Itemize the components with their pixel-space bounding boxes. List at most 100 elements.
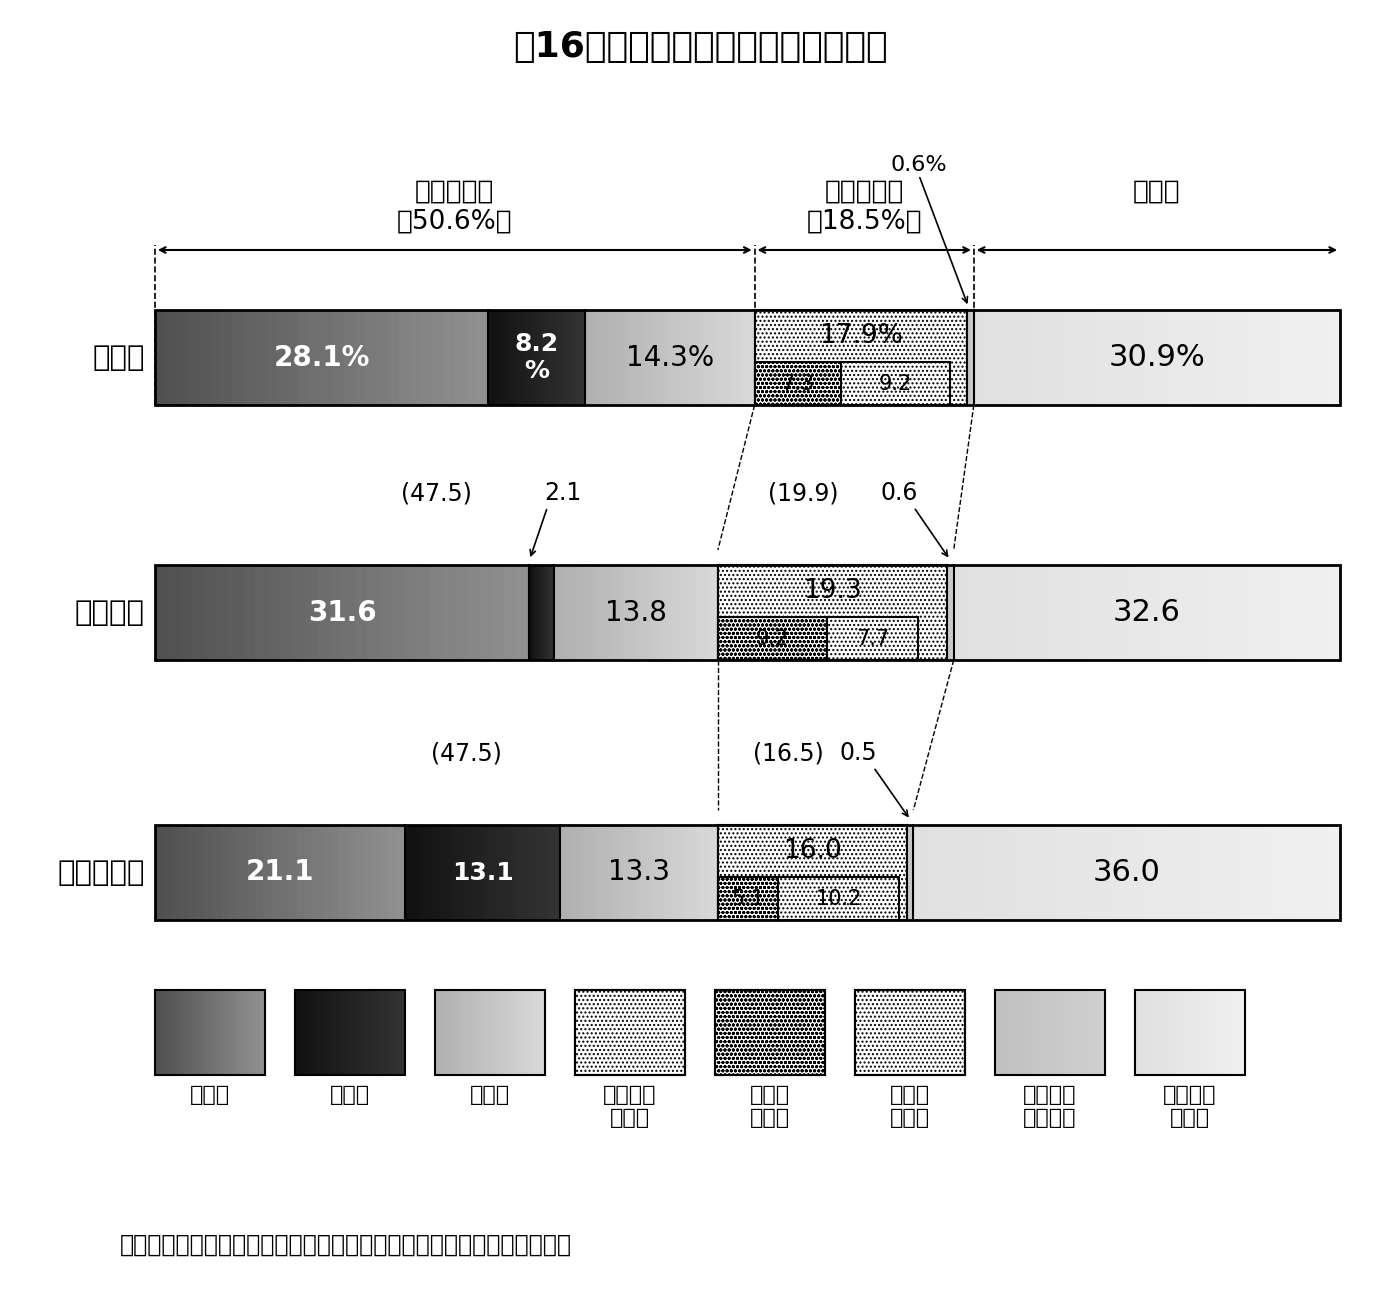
Bar: [305, 565, 318, 660]
Text: 2.1: 2.1: [545, 481, 582, 505]
Bar: [204, 565, 218, 660]
Bar: [364, 825, 372, 920]
Bar: [232, 310, 245, 405]
Bar: [995, 990, 1105, 1074]
Bar: [441, 825, 448, 920]
Text: 31.6: 31.6: [308, 598, 377, 626]
Bar: [1212, 990, 1217, 1074]
Bar: [560, 825, 567, 920]
Bar: [531, 565, 532, 660]
Text: 扶助費: 扶助費: [330, 1085, 370, 1105]
Text: (47.5): (47.5): [431, 740, 501, 765]
Bar: [230, 565, 244, 660]
Bar: [1016, 990, 1022, 1074]
Bar: [552, 565, 553, 660]
Bar: [620, 565, 626, 660]
Bar: [942, 825, 958, 920]
Text: 市　町　村: 市 町 村: [57, 859, 146, 886]
Bar: [1028, 825, 1043, 920]
Bar: [778, 877, 899, 920]
Bar: [357, 990, 363, 1074]
Text: その他: その他: [1133, 179, 1180, 205]
Bar: [174, 990, 178, 1074]
Bar: [855, 990, 965, 1074]
Bar: [603, 565, 610, 660]
Bar: [1025, 990, 1029, 1074]
Bar: [1057, 565, 1071, 660]
Bar: [546, 565, 547, 660]
Bar: [392, 565, 406, 660]
Bar: [309, 990, 315, 1074]
Bar: [658, 565, 665, 660]
Bar: [687, 310, 693, 405]
Bar: [554, 565, 561, 660]
Bar: [350, 990, 354, 1074]
Bar: [447, 825, 452, 920]
Bar: [295, 990, 405, 1074]
Bar: [435, 990, 545, 1074]
Bar: [1044, 565, 1058, 660]
Bar: [608, 310, 615, 405]
Bar: [749, 310, 756, 405]
Bar: [1060, 310, 1072, 405]
Bar: [658, 310, 665, 405]
Bar: [707, 565, 714, 660]
Bar: [354, 990, 358, 1074]
Bar: [221, 990, 225, 1074]
Bar: [517, 565, 531, 660]
Bar: [461, 990, 465, 1074]
Bar: [575, 990, 685, 1074]
Bar: [1005, 565, 1019, 660]
Bar: [743, 310, 750, 405]
Bar: [456, 825, 463, 920]
Bar: [322, 825, 330, 920]
Bar: [230, 825, 239, 920]
Bar: [547, 565, 549, 660]
Bar: [379, 990, 384, 1074]
Bar: [368, 990, 372, 1074]
Bar: [608, 825, 613, 920]
Bar: [1134, 565, 1148, 660]
Bar: [1086, 990, 1092, 1074]
Bar: [1095, 565, 1109, 660]
Bar: [718, 877, 778, 920]
Bar: [531, 310, 535, 405]
Bar: [167, 990, 171, 1074]
Bar: [532, 565, 533, 660]
Bar: [181, 990, 185, 1074]
Bar: [1327, 565, 1341, 660]
Bar: [158, 990, 164, 1074]
Bar: [1226, 825, 1242, 920]
Bar: [1070, 825, 1085, 920]
Bar: [410, 825, 416, 920]
Bar: [246, 990, 252, 1074]
Bar: [615, 565, 620, 660]
Bar: [1032, 990, 1036, 1074]
Bar: [185, 990, 189, 1074]
Bar: [545, 565, 547, 660]
Text: 17.9%: 17.9%: [819, 323, 903, 348]
Bar: [346, 990, 351, 1074]
Bar: [545, 825, 552, 920]
Bar: [1165, 990, 1169, 1074]
Bar: [993, 565, 1007, 660]
Bar: [465, 990, 469, 1074]
Bar: [550, 565, 552, 660]
Bar: [529, 565, 531, 660]
Text: 32.6: 32.6: [1113, 598, 1180, 627]
Bar: [1316, 310, 1329, 405]
Bar: [669, 310, 676, 405]
Bar: [1179, 990, 1183, 1074]
Bar: [1242, 990, 1246, 1074]
Text: 義務的経費: 義務的経費: [416, 179, 494, 205]
Bar: [167, 310, 178, 405]
Bar: [176, 990, 182, 1074]
Bar: [206, 990, 211, 1074]
Bar: [587, 825, 592, 920]
Bar: [1267, 310, 1280, 405]
Bar: [1084, 310, 1096, 405]
Bar: [1072, 990, 1077, 1074]
Bar: [984, 825, 1000, 920]
Bar: [314, 990, 318, 1074]
Bar: [533, 565, 535, 660]
